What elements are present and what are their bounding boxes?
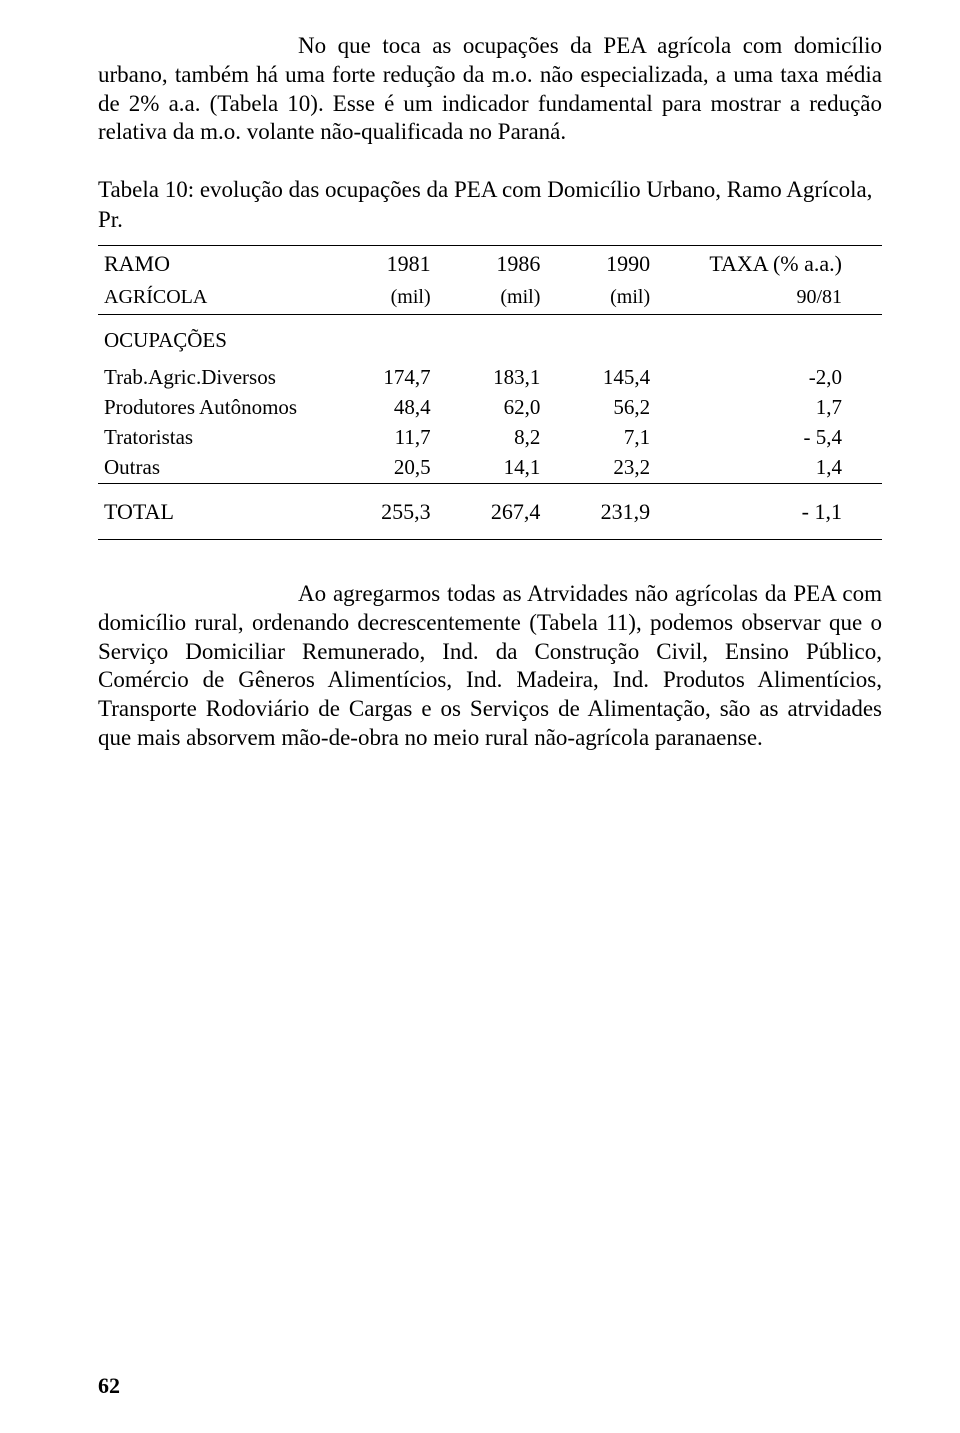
hdr-taxa-sub: 90/81 (678, 281, 882, 315)
hdr-ramo: RAMO (98, 245, 349, 281)
table-row: Outras 20,5 14,1 23,2 1,4 (98, 452, 882, 483)
row-label: Tratoristas (98, 422, 349, 452)
hdr-year-1990: 1990 (568, 245, 678, 281)
cell-taxa: - 5,4 (678, 422, 882, 452)
row-label: Trab.Agric.Diversos (98, 362, 349, 392)
hdr-agricola: AGRÍCOLA (98, 281, 349, 315)
table-header-row-1: RAMO 1981 1986 1990 TAXA (% a.a.) (98, 245, 882, 281)
hdr-unit-1: (mil) (349, 281, 459, 315)
cell-y2: 8,2 (459, 422, 569, 452)
cell-y2: 14,1 (459, 452, 569, 483)
paragraph-top: No que toca as ocupações da PEA agrícola… (98, 32, 882, 147)
cell-y1: 11,7 (349, 422, 459, 452)
cell-y2: 62,0 (459, 392, 569, 422)
data-table: RAMO 1981 1986 1990 TAXA (% a.a.) AGRÍCO… (98, 245, 882, 540)
total-y3: 231,9 (568, 483, 678, 540)
cell-taxa: -2,0 (678, 362, 882, 392)
cell-taxa: 1,4 (678, 452, 882, 483)
hdr-unit-2: (mil) (459, 281, 569, 315)
cell-taxa: 1,7 (678, 392, 882, 422)
row-label: Outras (98, 452, 349, 483)
cell-y3: 145,4 (568, 362, 678, 392)
table-row: Produtores Autônomos 48,4 62,0 56,2 1,7 (98, 392, 882, 422)
cell-y3: 7,1 (568, 422, 678, 452)
table-row: Trab.Agric.Diversos 174,7 183,1 145,4 -2… (98, 362, 882, 392)
hdr-year-1986: 1986 (459, 245, 569, 281)
total-y1: 255,3 (349, 483, 459, 540)
cell-y2: 183,1 (459, 362, 569, 392)
total-label: TOTAL (98, 483, 349, 540)
row-label: Produtores Autônomos (98, 392, 349, 422)
table-total-row: TOTAL 255,3 267,4 231,9 - 1,1 (98, 483, 882, 540)
hdr-unit-3: (mil) (568, 281, 678, 315)
cell-y3: 56,2 (568, 392, 678, 422)
table-title: Tabela 10: evolução das ocupações da PEA… (98, 175, 882, 235)
table-header-row-2: AGRÍCOLA (mil) (mil) (mil) 90/81 (98, 281, 882, 315)
table-section-row: OCUPAÇÕES (98, 315, 882, 362)
hdr-taxa: TAXA (% a.a.) (678, 245, 882, 281)
cell-y3: 23,2 (568, 452, 678, 483)
hdr-year-1981: 1981 (349, 245, 459, 281)
cell-y1: 174,7 (349, 362, 459, 392)
cell-y1: 20,5 (349, 452, 459, 483)
cell-y1: 48,4 (349, 392, 459, 422)
total-taxa: - 1,1 (678, 483, 882, 540)
paragraph-bottom: Ao agregarmos todas as Atrvidades não ag… (98, 580, 882, 753)
section-label: OCUPAÇÕES (98, 315, 882, 362)
table-row: Tratoristas 11,7 8,2 7,1 - 5,4 (98, 422, 882, 452)
total-y2: 267,4 (459, 483, 569, 540)
page-number: 62 (98, 1372, 120, 1400)
page: No que toca as ocupações da PEA agrícola… (0, 0, 960, 1433)
